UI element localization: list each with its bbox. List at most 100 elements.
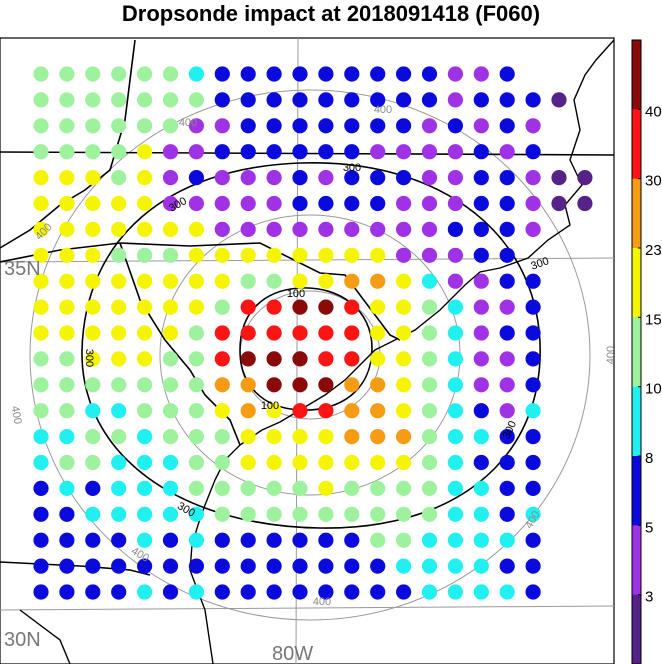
impact-dot [292,325,308,341]
impact-dot [499,584,515,600]
impact-dot [292,429,308,445]
impact-dot [240,325,256,341]
impact-dot [137,532,153,548]
impact-dot [318,325,334,341]
impact-dot [292,299,308,315]
impact-dot [447,92,463,108]
impact-dot [525,144,541,160]
impact-dot [162,403,179,419]
impact-dot [266,584,282,600]
colorbar-label: 15 [645,311,662,328]
impact-dot [421,480,438,496]
impact-dot [396,506,412,522]
impact-dot [318,118,334,134]
impact-dot [292,532,308,548]
impact-dot [137,351,153,367]
impact-dot [240,92,256,108]
impact-dot [292,584,308,600]
impact-dot [318,506,334,522]
impact-dot [240,480,256,496]
impact-dot [137,584,153,600]
impact-dot [188,480,204,496]
impact-dot [370,170,386,186]
impact-dot [396,118,412,134]
impact-dot [499,480,515,496]
impact-dot [85,118,101,134]
impact-dot [59,66,75,82]
impact-dot [188,118,204,134]
impact-dot [370,221,386,237]
impact-dot [447,558,463,574]
impact-dot [447,429,463,445]
colorbar-label: 10 [645,381,662,398]
impact-dot [499,403,515,419]
impact-dot [473,221,489,237]
impact-dot [318,584,334,600]
impact-dot [33,584,49,600]
impact-dot [137,429,153,445]
impact-dot [162,299,179,315]
colorbar-label: 23 [645,242,662,259]
impact-dot [318,92,334,108]
impact-dot [240,584,256,600]
impact-dot [421,403,438,419]
impact-dot [344,273,360,289]
impact-dot [85,429,101,445]
impact-dot [370,403,386,419]
impact-dot [499,506,515,522]
impact-dot [85,195,101,212]
impact-dot [344,506,360,522]
impact-dot [33,558,49,574]
impact-dot [499,558,515,574]
impact-dot [214,403,230,419]
impact-dot [421,532,438,548]
impact-dot [137,480,153,496]
impact-dot [162,558,179,574]
range-ring [29,89,591,621]
impact-dot [499,247,515,263]
impact-dot [318,532,334,548]
impact-dot [370,584,386,600]
colorbar-segment [632,109,641,180]
impact-dot [396,429,412,445]
impact-dot [59,584,75,600]
colorbar-segment [632,248,641,318]
impact-dot [344,532,360,548]
impact-dot [214,584,230,600]
impact-dot [447,532,463,548]
impact-dot [370,351,386,367]
impact-dot [188,351,204,367]
impact-dot [292,144,308,160]
impact-dot [33,454,49,471]
impact-dot [240,195,256,212]
impact-dot [59,195,75,212]
impact-dot [111,170,127,186]
impact-dot [292,558,308,574]
impact-dot [499,299,515,315]
impact-dot [318,247,334,263]
contour-label: 400 [9,405,24,425]
impact-dot [447,351,463,367]
impact-dot [499,118,515,134]
impact-dot [240,351,256,367]
impact-dot [137,247,153,263]
impact-dot [370,454,386,471]
impact-dot [111,454,127,471]
colorbar-label: 30 [645,173,662,190]
impact-dot [162,195,179,212]
impact-dot [292,66,308,82]
impact-dot [473,247,489,263]
impact-dot [111,480,127,496]
impact-dot [421,195,438,212]
impact-dot [59,299,75,315]
impact-dot [162,92,179,108]
impact-dot [111,351,127,367]
impact-dot [421,144,438,160]
impact-dot [292,480,308,496]
impact-dot [396,299,412,315]
impact-dot [111,144,127,160]
impact-dot [33,66,49,82]
impact-dot [421,454,438,471]
impact-dot [344,170,360,186]
